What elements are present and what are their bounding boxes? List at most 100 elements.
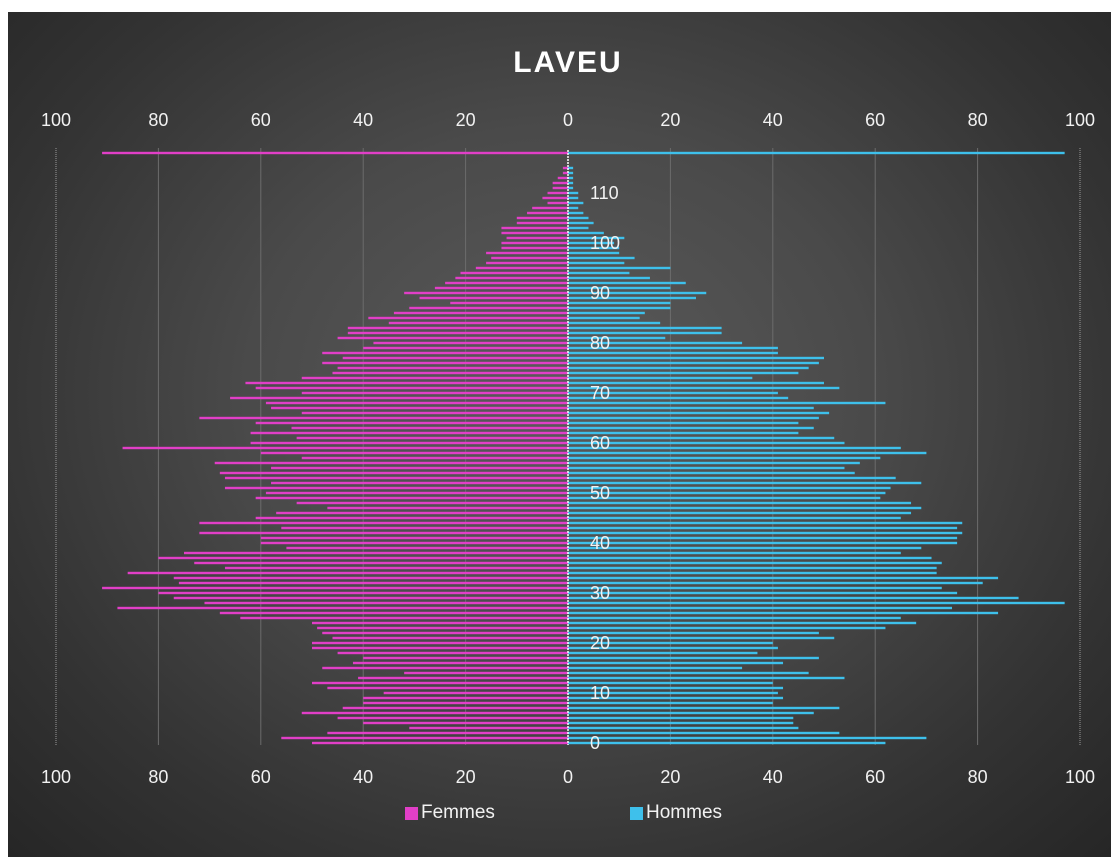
bar-hommes [568, 241, 615, 245]
bar-femmes [332, 371, 568, 375]
bar-hommes [568, 501, 912, 505]
grid-layer [55, 148, 1081, 745]
legend-item-hommes[interactable]: Hommes [630, 802, 722, 824]
bar-hommes [568, 336, 666, 340]
x-tick-label-top: 60 [251, 110, 271, 130]
bar-hommes [568, 266, 671, 270]
bar-femmes [194, 561, 569, 565]
legend-item-femmes[interactable]: Femmes [405, 802, 495, 824]
bar-hommes [568, 301, 671, 305]
bar-femmes [286, 546, 568, 550]
bar-hommes [568, 641, 773, 645]
bar-femmes [184, 551, 568, 555]
x-tick-label-top: 40 [353, 110, 373, 130]
bar-femmes [173, 596, 568, 600]
bar-hommes [568, 686, 784, 690]
bar-femmes [322, 666, 568, 670]
bar-femmes [409, 306, 568, 310]
age-label: 10 [590, 683, 610, 703]
bar-femmes [363, 701, 568, 705]
bar-femmes [301, 456, 568, 460]
age-label: 20 [590, 633, 610, 653]
bar-hommes [568, 231, 604, 235]
bar-femmes [301, 376, 568, 380]
x-tick-label-top: 100 [1065, 110, 1095, 130]
bar-femmes [296, 501, 568, 505]
bar-femmes [260, 541, 568, 545]
bar-hommes [568, 476, 896, 480]
bar-femmes [542, 196, 568, 200]
bar-hommes [568, 326, 722, 330]
bar-hommes [568, 671, 809, 675]
bar-hommes [568, 181, 574, 185]
age-label: 90 [590, 283, 610, 303]
bar-hommes [568, 526, 958, 530]
bar-femmes [224, 476, 568, 480]
bar-femmes [271, 406, 568, 410]
bar-hommes [568, 411, 830, 415]
bar-hommes [568, 456, 881, 460]
age-label: 40 [590, 533, 610, 553]
bar-femmes [317, 626, 568, 630]
bar-hommes [568, 451, 927, 455]
bar-hommes [568, 396, 789, 400]
bar-femmes [158, 591, 568, 595]
x-tick-label-top: 40 [763, 110, 783, 130]
bar-femmes [322, 361, 568, 365]
bar-hommes [568, 716, 794, 720]
bar-femmes [296, 436, 568, 440]
bar-hommes [568, 571, 937, 575]
bar-hommes [568, 151, 1065, 155]
bar-hommes [568, 631, 819, 635]
bar-hommes [568, 486, 891, 490]
bar-hommes [568, 171, 574, 175]
bar-hommes [568, 466, 845, 470]
bar-hommes [568, 296, 696, 300]
bar-hommes [568, 291, 707, 295]
bar-hommes [568, 491, 886, 495]
bar-hommes [568, 651, 758, 655]
bar-femmes [332, 636, 568, 640]
bar-femmes [312, 681, 568, 685]
legend-label-femmes: Femmes [421, 802, 495, 823]
age-label: 50 [590, 483, 610, 503]
bar-femmes [214, 461, 568, 465]
bar-femmes [363, 346, 568, 350]
bar-femmes [117, 606, 568, 610]
bar-hommes [568, 606, 952, 610]
bar-femmes [271, 466, 568, 470]
bar-femmes [383, 691, 568, 695]
bar-hommes [568, 551, 901, 555]
bar-hommes [568, 726, 799, 730]
bar-femmes [199, 521, 569, 525]
x-tick-label-top: 0 [563, 110, 573, 130]
bar-femmes [271, 481, 568, 485]
bar-hommes [568, 186, 574, 190]
bar-femmes [173, 576, 568, 580]
x-tick-label-top: 100 [41, 110, 71, 130]
bar-hommes [568, 201, 584, 205]
bar-hommes [568, 381, 824, 385]
legend-swatch-hommes [630, 806, 643, 820]
bar-hommes [568, 436, 835, 440]
bar-femmes [337, 651, 568, 655]
bar-hommes [568, 556, 932, 560]
age-label: 60 [590, 433, 610, 453]
bar-femmes [322, 351, 568, 355]
bar-femmes [337, 716, 568, 720]
bar-femmes [230, 396, 568, 400]
x-tick-label-bottom: 100 [41, 767, 71, 787]
legend-label-hommes: Hommes [646, 802, 723, 823]
bar-hommes [568, 321, 661, 325]
bar-femmes [301, 411, 568, 415]
age-label: 0 [590, 733, 600, 753]
bar-hommes [568, 546, 922, 550]
bar-femmes [312, 646, 568, 650]
bar-femmes [122, 446, 568, 450]
x-tick-label-top: 20 [456, 110, 476, 130]
bar-hommes [568, 676, 845, 680]
bar-femmes [445, 281, 568, 285]
bar-hommes [568, 251, 620, 255]
bar-hommes [568, 561, 942, 565]
bar-hommes [568, 656, 819, 660]
